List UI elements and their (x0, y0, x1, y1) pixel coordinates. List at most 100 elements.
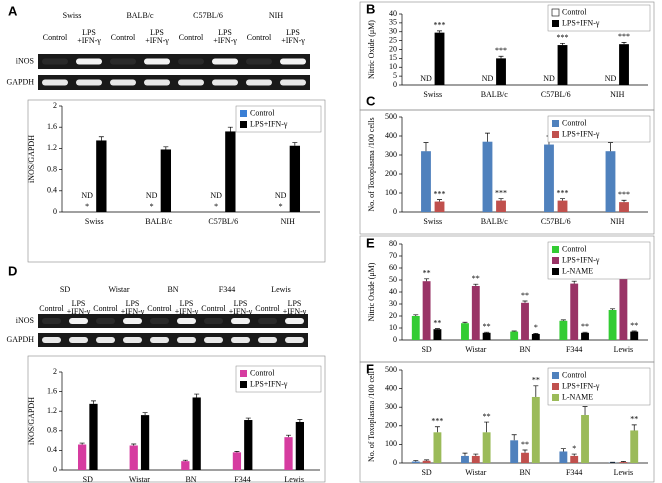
legend-swatch (552, 257, 559, 264)
legend-label: LPS+IFN-γ (250, 119, 288, 128)
y-axis-title: Nitric Oxide (μM) (367, 20, 376, 79)
bar (581, 415, 589, 463)
error-bar (620, 461, 626, 463)
significance: ** (521, 291, 529, 300)
y-tick-label: 400 (385, 383, 397, 392)
error-bar (522, 300, 528, 303)
lane-label: +IFN-γ (121, 307, 145, 316)
error-bar (234, 451, 240, 453)
bar (434, 201, 445, 212)
significance: *** (431, 417, 443, 426)
lane-label: Control (255, 304, 280, 313)
bar (244, 420, 253, 470)
bar (496, 200, 506, 212)
gel-band (76, 79, 102, 86)
panel-letter: E (366, 235, 375, 250)
x-tick-label: F344 (566, 345, 582, 354)
bar (557, 200, 568, 212)
significance: * (279, 202, 283, 211)
lane-label: Control (111, 33, 136, 42)
panel-frame (359, 361, 655, 483)
x-tick-label: C57BL/6 (541, 90, 571, 99)
lane-label: Control (43, 33, 68, 42)
gel-strip (38, 314, 308, 328)
legend-swatch (240, 110, 247, 117)
strain-label: Swiss (63, 11, 82, 20)
bar (496, 58, 506, 85)
error-bar (484, 421, 490, 433)
lane-label: +IFN-γ (67, 307, 91, 316)
y-axis-title: No. of Toxoplasma /100 cells (367, 117, 376, 211)
gel-band (69, 318, 88, 324)
bar (570, 283, 579, 340)
strain-label: BN (167, 285, 178, 294)
bar (434, 32, 445, 85)
x-tick-label: Lewis (614, 468, 634, 477)
bar (619, 271, 628, 340)
error-bar (297, 419, 303, 422)
error-bar (142, 412, 148, 416)
x-tick-label: Wistar (129, 475, 150, 483)
error-bar (423, 142, 429, 152)
bar (421, 151, 431, 212)
nd-label: ND (210, 191, 222, 200)
y-tick-label: 40 (389, 287, 397, 296)
legend-swatch (551, 8, 560, 17)
lane-label: LPS (234, 299, 248, 308)
bar (544, 144, 554, 212)
y-tick-label: 500 (385, 112, 397, 121)
bar (581, 332, 589, 340)
bar (461, 323, 469, 340)
x-tick-label: BN (519, 468, 530, 477)
error-bar (571, 453, 577, 456)
error-bar (610, 308, 616, 310)
legend-box (235, 105, 322, 133)
bar (482, 332, 491, 340)
y-tick-label: 10 (389, 323, 397, 332)
y-tick-label: 200 (385, 421, 397, 430)
row-label: iNOS (16, 316, 34, 325)
legend-box (235, 365, 322, 393)
gel-band (177, 337, 196, 343)
panel-letter: C (366, 93, 376, 108)
lane-label: LPS (150, 28, 164, 37)
gel-band (204, 318, 223, 324)
x-tick-label: SD (83, 475, 93, 483)
significance: ** (423, 269, 431, 278)
x-tick-label: NIH (610, 90, 624, 99)
error-bar (621, 199, 627, 203)
panel-letter: D (8, 263, 17, 278)
x-tick-label: BALB/c (145, 217, 173, 226)
significance: ** (433, 318, 441, 327)
bar (619, 44, 629, 85)
gel-band (42, 79, 68, 86)
error-bar (245, 417, 251, 421)
bar (77, 444, 87, 470)
error-bar (631, 330, 637, 332)
error-bar (434, 328, 440, 330)
x-tick-label: C57BL/6 (541, 217, 571, 226)
gel-band (204, 337, 223, 343)
error-bar (437, 199, 443, 202)
y-tick-label: 2 (53, 101, 57, 110)
significance: *** (557, 33, 569, 42)
legend-box (547, 115, 651, 143)
legend-label: Control (562, 370, 587, 379)
legend-label: LPS+IFN-γ (562, 129, 600, 138)
gel-band (42, 337, 61, 343)
lane-label: +IFN-γ (77, 36, 101, 45)
gel-band (246, 79, 272, 86)
legend-label: Control (562, 7, 587, 16)
gel-band (285, 318, 304, 324)
lane-label: +IFN-γ (229, 307, 253, 316)
y-tick-label: 0.8 (47, 164, 57, 173)
lane-label: LPS (286, 28, 300, 37)
error-bar (424, 278, 430, 282)
error-bar (131, 443, 137, 446)
bar (531, 334, 540, 340)
gel-band (150, 318, 169, 324)
bar (619, 462, 628, 463)
significance: ** (630, 321, 638, 330)
gel-strip (38, 54, 310, 69)
legend-label: Control (562, 118, 587, 127)
